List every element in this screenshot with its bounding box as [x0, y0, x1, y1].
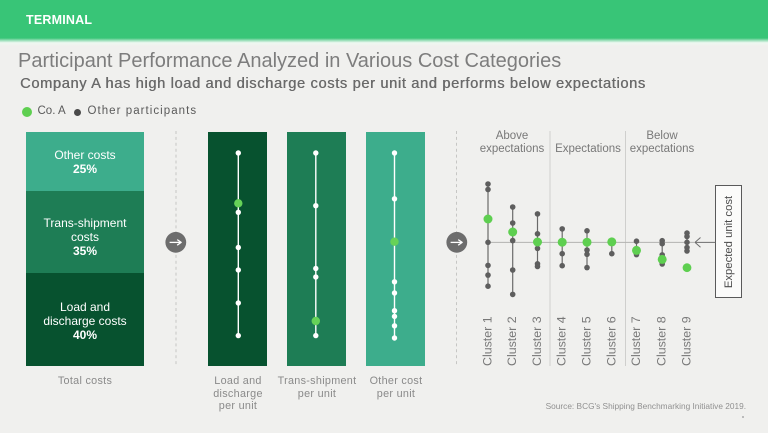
svg-text:Cluster 2: Cluster 2: [505, 316, 519, 366]
svg-text:Cluster 1: Cluster 1: [481, 316, 495, 366]
svg-text:Cluster 9: Cluster 9: [680, 316, 694, 366]
svg-text:Cluster 6: Cluster 6: [604, 316, 618, 366]
svg-text:Cluster 5: Cluster 5: [580, 316, 594, 366]
svg-text:Cluster 4: Cluster 4: [555, 316, 569, 366]
svg-text:Cluster 3: Cluster 3: [530, 316, 544, 366]
svg-text:Cluster 8: Cluster 8: [655, 316, 669, 366]
svg-text:Cluster 7: Cluster 7: [629, 316, 643, 366]
